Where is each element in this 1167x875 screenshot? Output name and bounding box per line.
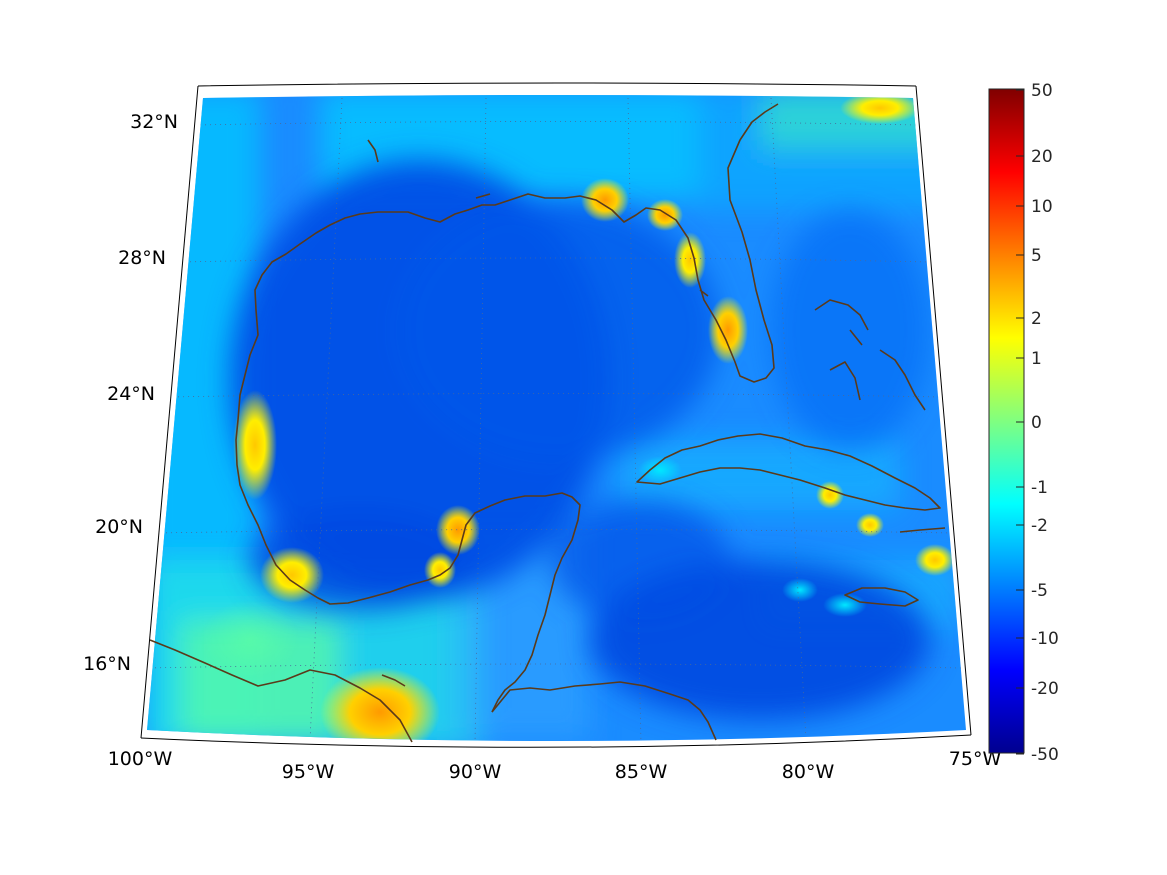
- coastlines: [149, 103, 946, 743]
- colorbar-tick-label: -5: [1031, 581, 1048, 601]
- latitude-label: 32°N: [130, 111, 178, 133]
- coastline-central-america: [491, 681, 717, 741]
- colorbar-tick-label: 50: [1031, 81, 1053, 101]
- longitude-label: 75°W: [949, 748, 1002, 770]
- latitude-label: 24°N: [107, 383, 155, 405]
- coastline-gulf: [235, 103, 779, 713]
- graticule: [147, 97, 963, 741]
- colorbar-tick-label: -1: [1031, 478, 1048, 498]
- colorbar-tick-label: -20: [1031, 679, 1059, 699]
- coastline-islands: [367, 139, 709, 687]
- latitude-label: 16°N: [83, 653, 131, 675]
- colorbar-tick-label: -50: [1031, 745, 1059, 765]
- colorbar-tick-label: 1: [1031, 349, 1042, 369]
- colorbar-tick-label: 0: [1031, 413, 1042, 433]
- colorbar-tick-label: 2: [1031, 309, 1042, 329]
- colorbar-gradient: [988, 88, 1025, 754]
- colorbar-tick-label: 5: [1031, 246, 1042, 266]
- data-field: [147, 95, 966, 741]
- longitude-label: 80°W: [782, 761, 835, 783]
- colorbar-tick-label: 20: [1031, 147, 1053, 167]
- colorbar-tick-label: -2: [1031, 516, 1048, 536]
- colorbar-tick-label: -10: [1031, 629, 1059, 649]
- longitude-labels: 100°W 95°W 90°W 85°W 80°W 75°W: [108, 748, 1002, 783]
- latitude-label: 20°N: [95, 516, 143, 538]
- map-frame: [140, 82, 972, 748]
- colorbar-tick-label: 10: [1031, 197, 1053, 217]
- longitude-label: 85°W: [615, 761, 668, 783]
- coastline-jamaica: [844, 587, 919, 607]
- coastline-bahamas: [814, 299, 926, 411]
- coastline-pacific: [149, 639, 413, 743]
- longitude-label: 100°W: [108, 748, 173, 770]
- latitude-labels: 32°N 28°N 24°N 20°N 16°N: [83, 111, 178, 675]
- coastline-cuba: [636, 433, 941, 511]
- longitude-label: 95°W: [282, 761, 335, 783]
- latitude-label: 28°N: [118, 247, 166, 269]
- coastline-hispaniola: [899, 527, 946, 533]
- longitude-label: 90°W: [449, 761, 502, 783]
